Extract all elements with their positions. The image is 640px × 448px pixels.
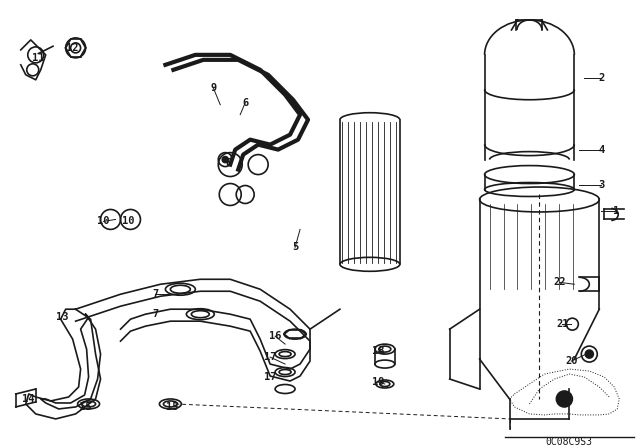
Text: 10: 10 xyxy=(97,216,110,226)
Text: 13: 13 xyxy=(56,312,69,322)
Text: 15: 15 xyxy=(79,402,92,412)
Text: 12: 12 xyxy=(67,43,79,53)
Text: 17: 17 xyxy=(264,372,276,382)
Text: 19: 19 xyxy=(372,377,384,387)
Text: 11: 11 xyxy=(33,53,45,63)
Text: 18: 18 xyxy=(372,346,384,356)
Text: 15: 15 xyxy=(166,402,179,412)
Circle shape xyxy=(586,350,593,358)
Text: 5: 5 xyxy=(292,242,298,252)
Text: 21: 21 xyxy=(556,319,568,329)
Text: 1: 1 xyxy=(613,207,620,216)
Text: 2: 2 xyxy=(598,73,604,83)
Text: 3: 3 xyxy=(598,180,604,190)
Circle shape xyxy=(222,157,228,163)
Text: 7: 7 xyxy=(152,289,159,299)
Text: 8: 8 xyxy=(225,158,232,168)
Text: 14: 14 xyxy=(22,394,35,404)
Text: 0C08C9S3: 0C08C9S3 xyxy=(546,437,593,447)
Text: 16: 16 xyxy=(269,331,282,341)
Text: 17: 17 xyxy=(264,352,276,362)
Text: 7: 7 xyxy=(152,309,159,319)
Text: 22: 22 xyxy=(553,277,566,287)
Text: 9: 9 xyxy=(210,83,216,93)
Text: 10: 10 xyxy=(122,216,135,226)
Circle shape xyxy=(556,391,572,407)
Text: 20: 20 xyxy=(565,356,578,366)
Text: 4: 4 xyxy=(598,145,604,155)
Text: 6: 6 xyxy=(242,98,248,108)
